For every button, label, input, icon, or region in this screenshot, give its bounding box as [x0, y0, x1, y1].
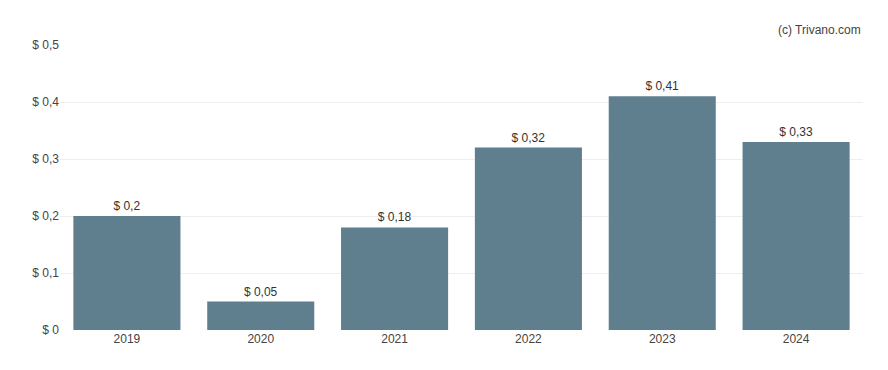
svg-text:$ 0,5: $ 0,5 — [32, 38, 59, 52]
svg-text:$ 0,2: $ 0,2 — [32, 209, 59, 223]
svg-text:$ 0,1: $ 0,1 — [32, 266, 59, 280]
svg-text:$ 0,05: $ 0,05 — [244, 285, 278, 299]
svg-text:$ 0,18: $ 0,18 — [378, 210, 412, 224]
svg-text:2023: 2023 — [649, 332, 676, 346]
svg-text:2022: 2022 — [515, 332, 542, 346]
svg-text:$ 0,3: $ 0,3 — [32, 152, 59, 166]
svg-text:$ 0,41: $ 0,41 — [645, 79, 679, 93]
svg-text:$ 0,33: $ 0,33 — [779, 125, 813, 139]
svg-text:$ 0: $ 0 — [42, 323, 59, 337]
svg-text:2020: 2020 — [247, 332, 274, 346]
svg-text:$ 0,2: $ 0,2 — [113, 199, 140, 213]
svg-text:$ 0,4: $ 0,4 — [32, 95, 59, 109]
svg-text:2024: 2024 — [783, 332, 810, 346]
svg-text:2019: 2019 — [114, 332, 141, 346]
svg-text:(c) Trivano.com: (c) Trivano.com — [778, 23, 861, 37]
svg-text:$ 0,32: $ 0,32 — [512, 131, 546, 145]
svg-text:2021: 2021 — [381, 332, 408, 346]
